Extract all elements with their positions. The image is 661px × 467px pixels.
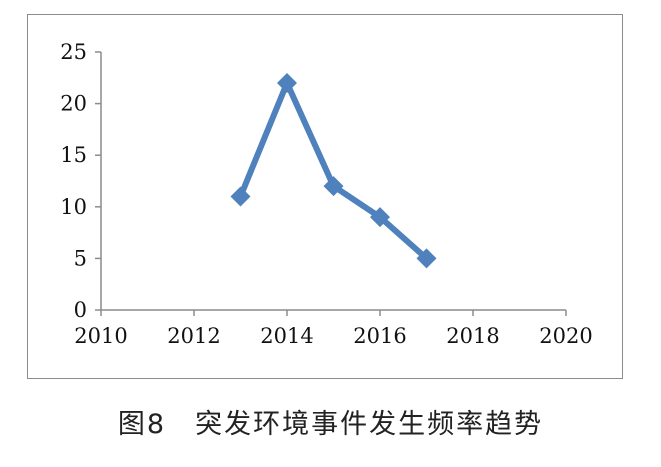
y-tick-label: 20 bbox=[60, 92, 87, 116]
data-point-marker bbox=[277, 72, 297, 93]
series-group bbox=[230, 72, 437, 269]
x-tick-label: 2018 bbox=[446, 324, 499, 348]
data-point-marker bbox=[416, 248, 437, 269]
data-point-marker bbox=[323, 176, 344, 197]
x-tick-label: 2014 bbox=[260, 324, 313, 348]
figure-caption: 图8 突发环境事件发生频率趋势 bbox=[117, 409, 544, 440]
x-tick-label: 2010 bbox=[74, 324, 127, 348]
y-tick-label: 0 bbox=[74, 298, 87, 322]
y-tick-label: 25 bbox=[60, 40, 87, 64]
tick-labels: 0 5 10 15 20 25 2010 2012 2014 2016 2018 2020 bbox=[60, 40, 592, 348]
chart-frame bbox=[27, 14, 623, 379]
series-line bbox=[237, 79, 430, 262]
data-point-marker bbox=[370, 207, 390, 228]
y-tick-label: 10 bbox=[60, 195, 87, 219]
x-tick-label: 2012 bbox=[167, 324, 220, 348]
chart-axes bbox=[95, 51, 567, 316]
y-tick-label: 15 bbox=[60, 143, 87, 167]
x-tick-label: 2020 bbox=[539, 324, 592, 348]
data-point-marker bbox=[230, 186, 251, 207]
y-tick-label: 5 bbox=[74, 246, 87, 270]
x-tick-label: 2016 bbox=[353, 324, 406, 348]
